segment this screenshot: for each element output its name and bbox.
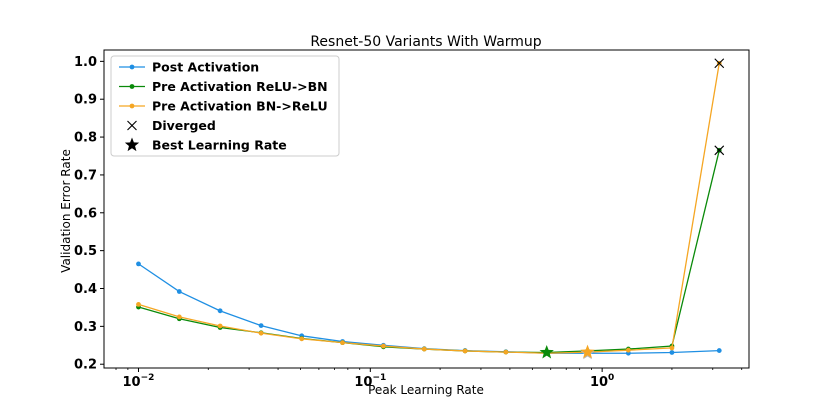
legend: Post Activation Pre Activation ReLU->BN Pr… [110,55,340,157]
legend-item: Diverged [127,118,216,133]
data-point [136,302,141,307]
legend-label: Best Learning Rate [152,138,287,153]
x-tick-label: 10−2 [123,373,155,390]
data-point [176,314,182,320]
legend-x-handle [127,120,137,131]
legend-item: Pre Activation BN->ReLU [119,99,328,114]
data-point [503,349,509,355]
best-lr-star [580,344,595,359]
data-point [258,323,264,328]
data-point [462,348,468,354]
data-point [176,289,182,294]
data-point [258,330,264,336]
legend-box [110,55,340,157]
y-tick-label: 0.4 [74,282,97,297]
y-tick-label: 0.3 [74,320,97,335]
legend-label: Post Activation [152,60,259,75]
data-point [381,343,386,349]
legend-item: Post Activation [119,60,259,75]
legend-item: Best Learning Rate [124,137,287,153]
data-point [299,336,305,342]
legend-label: Pre Activation ReLU->BN [152,79,328,94]
plot-frame [103,49,750,369]
data-point [716,348,722,353]
data-point [217,323,223,329]
data-point [340,340,345,346]
diverged-marker [714,58,725,69]
data-point [669,350,675,355]
legend-star-handle [124,137,140,152]
plot-area: 0.2 0.3 0.4 0.5 0.6 0.7 0.8 0.9 1.0 10−2 10−1 100 [74,49,750,390]
x-axis-label: Peak Learning Rate [368,383,484,397]
diverged-stroke [714,145,725,156]
y-tick-label: 0.5 [74,244,97,259]
diverged-marker [714,145,725,156]
diverged-stroke [714,58,725,69]
legend-item: Pre Activation ReLU->BN [119,79,328,94]
y-tick-label: 0.2 [74,358,97,373]
chart-title: Resnet-50 Variants With Warmup [310,34,541,50]
legend-marker [129,64,135,70]
data-point [217,308,223,314]
data-point [625,347,631,353]
y-tick-label: 0.9 [74,93,97,108]
series-line [138,150,720,354]
legend-label: Diverged [152,118,216,133]
legend-marker [129,103,135,109]
data-point [136,261,141,267]
y-axis-label: Validation Error Rate [59,149,73,273]
x-tick-label: 10−1 [354,373,386,390]
best-lr-star [539,344,554,359]
legend-marker [129,84,135,89]
data-point [669,345,675,351]
series-line [138,263,720,354]
x-tick-label: 100 [590,373,614,390]
y-tick-label: 0.6 [74,206,97,221]
legend-label: Pre Activation BN->ReLU [152,99,328,114]
y-tick-label: 1.0 [74,55,97,70]
data-point [421,346,427,352]
y-tick-label: 0.7 [74,168,97,183]
y-tick-label: 0.8 [74,131,97,146]
